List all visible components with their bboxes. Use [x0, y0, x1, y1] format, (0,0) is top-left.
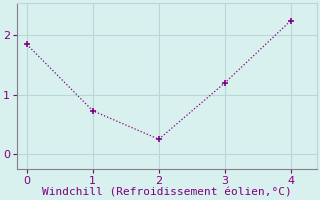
X-axis label: Windchill (Refroidissement éolien,°C): Windchill (Refroidissement éolien,°C) — [42, 187, 292, 197]
